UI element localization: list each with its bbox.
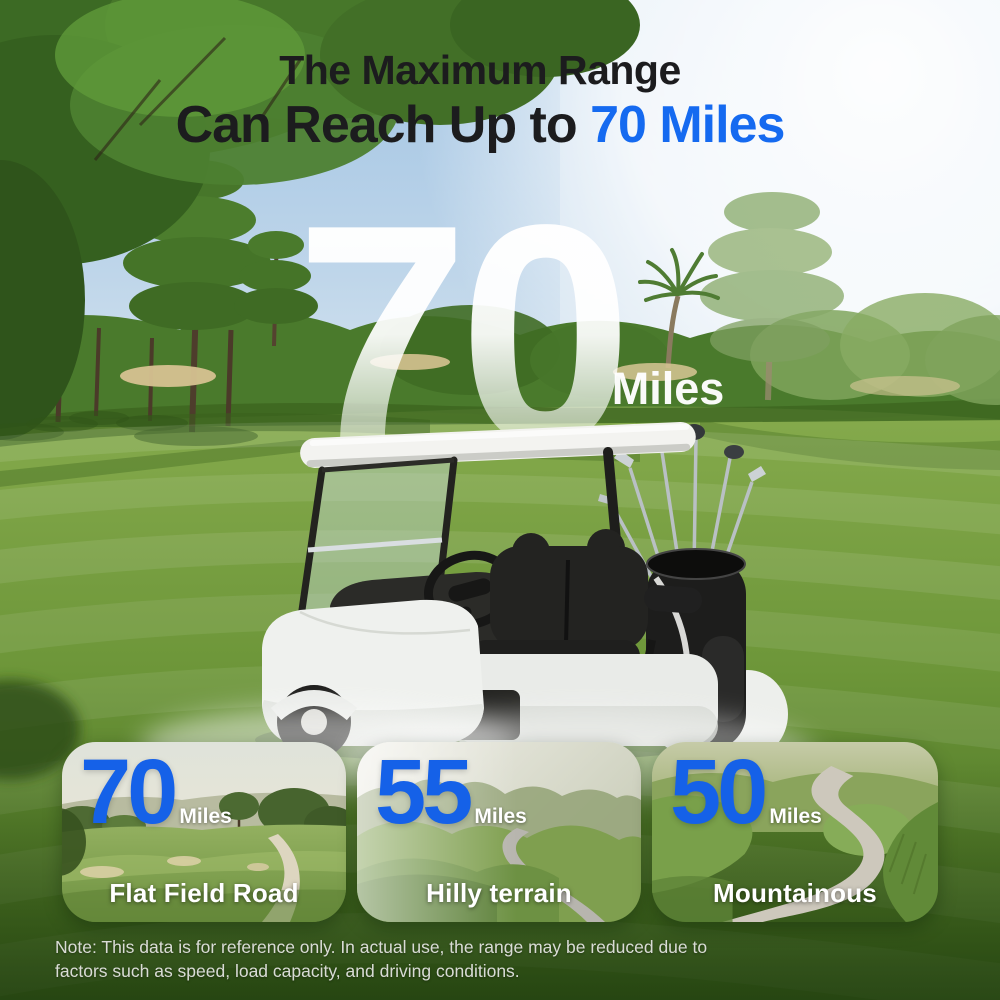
card-range-row: 70 Miles xyxy=(80,744,232,841)
range-card-flat-field-road: 70 Miles Flat Field Road xyxy=(62,742,346,922)
card-range-row: 50 Miles xyxy=(670,744,822,841)
title-range-highlight: 70 Miles xyxy=(590,96,785,154)
watermark-range-unit: Miles xyxy=(612,363,725,414)
card-photo-hilly-terrain xyxy=(357,742,641,922)
card-terrain-label: Hilly terrain xyxy=(426,878,572,908)
hazy-pine-tree xyxy=(700,192,844,401)
card-range-value: 55 xyxy=(375,742,473,843)
card-terrain-label: Mountainous xyxy=(713,878,877,908)
range-card-mountainous: 50 Miles Mountainous xyxy=(652,742,938,922)
range-card-hilly-terrain: 55 Miles Hilly terrain xyxy=(357,742,641,922)
card-range-row: 55 Miles xyxy=(375,744,527,841)
page-title-line-2: Can Reach Up to 70 Miles xyxy=(0,96,960,156)
disclaimer-line-2: factors such as speed, load capacity, an… xyxy=(55,960,520,981)
palm-tree xyxy=(638,248,720,369)
page-title-line-1: The Maximum Range xyxy=(279,47,681,93)
card-range-unit: Miles xyxy=(769,805,822,828)
card-photo-mountainous xyxy=(652,742,938,922)
card-range-unit: Miles xyxy=(474,805,527,828)
card-range-value: 70 xyxy=(80,742,178,843)
card-terrain-label: Flat Field Road xyxy=(109,878,299,908)
disclaimer-note: Note: This data is for reference only. I… xyxy=(55,936,775,984)
title-line-2-prefix: Can Reach Up to xyxy=(175,96,591,154)
sand-bunkers xyxy=(120,354,960,396)
card-photo-flat-field-road xyxy=(62,742,346,922)
card-range-value: 50 xyxy=(670,742,768,843)
cart-roof xyxy=(300,421,696,468)
card-range-unit: Miles xyxy=(179,805,232,828)
disclaimer-line-1: Note: This data is for reference only. I… xyxy=(55,937,708,957)
tree-canopy xyxy=(0,0,640,440)
